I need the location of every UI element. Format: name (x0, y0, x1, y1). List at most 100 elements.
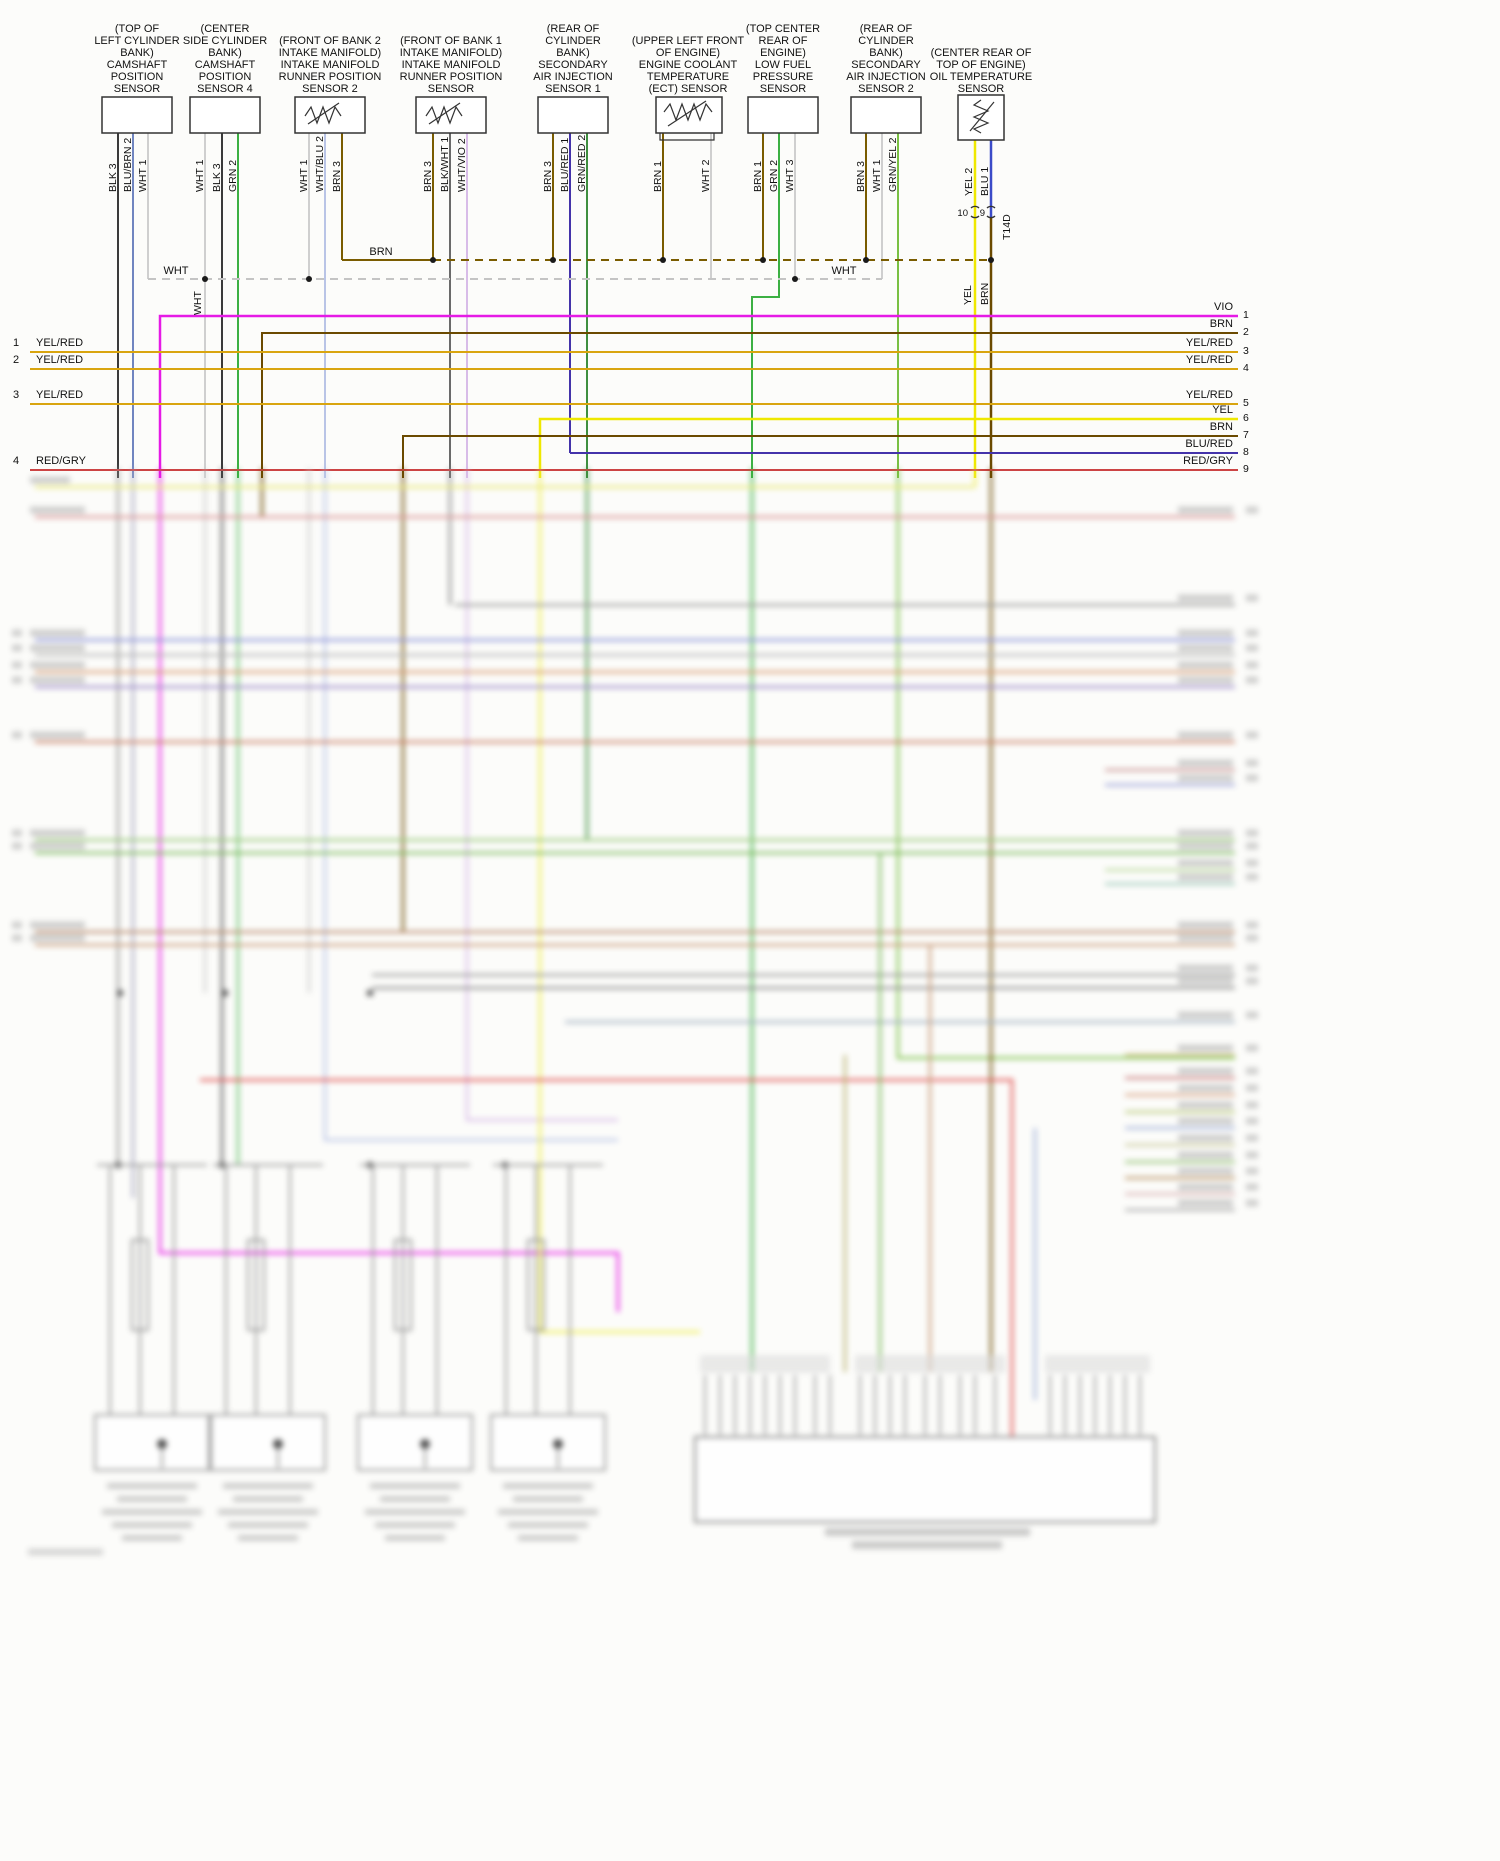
sensor-4-wires (432, 133, 468, 478)
right-rail-num-6: 6 (1243, 412, 1249, 424)
wire-label: YEL 2 (963, 168, 975, 196)
coil-assembly-2 (210, 1164, 326, 1471)
wire-label: BRN 3 (542, 161, 554, 192)
wire-label: WHT 3 (784, 159, 796, 192)
sensor-9-title: (CENTER REAR OF TOP OF ENGINE) OIL TEMPE… (929, 47, 1033, 95)
right-rail-num-9: 9 (1243, 463, 1249, 475)
yel-drop-label: YEL (962, 285, 974, 305)
sensor-5-wires (552, 133, 588, 478)
sensor-4-title: (FRONT OF BANK 1 INTAKE MANIFOLD) INTAKE… (399, 35, 503, 95)
junction-dots (202, 257, 994, 282)
coil-assembly-4 (490, 1164, 606, 1471)
arrow-icon (307, 102, 340, 125)
sensor-6-wires (662, 133, 712, 279)
pin-9-label: 9 (980, 208, 985, 219)
right-rail-label-2: BRN (1209, 318, 1233, 330)
wire (751, 133, 780, 478)
left-rail-num-4: 4 (13, 455, 20, 467)
ecm-connector (694, 1355, 1156, 1523)
sensor-8-wires (865, 133, 899, 478)
wire-label: BRN 1 (752, 161, 764, 192)
illegible-text-blobs (12, 476, 1258, 1556)
wire-label: BLK 3 (107, 163, 119, 192)
right-rail-label-7: BRN (1209, 421, 1233, 433)
wire-label: WHT/VIO 2 (456, 138, 468, 192)
arrow-icon (969, 101, 995, 132)
resistor-icon (304, 105, 342, 125)
wire-label: BRN 3 (331, 161, 343, 192)
right-rail-num-5: 5 (1243, 397, 1249, 409)
arrow-icon (667, 100, 707, 127)
right-rail-num-4: 4 (1243, 362, 1249, 374)
sensor-6-box (655, 96, 723, 134)
wire-label: BLU/RED 1 (559, 138, 571, 192)
connector-t14d-label: T14D (1001, 214, 1013, 240)
wire-label: WHT 1 (298, 159, 310, 192)
sensor-4-box (415, 96, 487, 134)
wht-drop-label: WHT (192, 291, 204, 315)
rail-vio (158, 314, 1238, 478)
sensor-3-box (294, 96, 366, 134)
wire-label: BRN 1 (652, 161, 664, 192)
sensor-8-box (850, 96, 922, 134)
left-rail-label-3: YEL/RED (36, 389, 84, 401)
brn-bus-label: BRN (369, 246, 392, 258)
wire-label: GRN/YEL 2 (887, 137, 899, 192)
right-rail-label-1: VIO (1214, 301, 1233, 313)
wire-label: WHT/BLU 2 (314, 136, 326, 192)
inline-connector-marks (970, 205, 996, 219)
rail-yel-6 (538, 417, 1238, 478)
wire-label: BRN 3 (422, 161, 434, 192)
sensor-3-wires (308, 133, 343, 478)
sensor-5-box (537, 96, 609, 134)
rail-brn-2 (261, 332, 1238, 478)
sensor-2-box (189, 96, 261, 134)
wire-label: WHT 1 (194, 159, 206, 192)
right-rail-num-8: 8 (1243, 446, 1249, 458)
left-rail-label-2: YEL/RED (36, 354, 84, 366)
left-rail-label-1: YEL/RED (36, 337, 84, 349)
resistor-icon (425, 105, 463, 125)
sensor-7-title: (TOP CENTER REAR OF ENGINE) LOW FUEL PRE… (745, 23, 821, 95)
wire-label: BLK/WHT 1 (439, 137, 451, 192)
right-rail-label-3: YEL/RED (1185, 337, 1233, 349)
sensor-symbols (304, 99, 995, 141)
wire-label: BRN 3 (855, 161, 867, 192)
wire-label: WHT 1 (137, 159, 149, 192)
wire-label: WHT 1 (871, 159, 883, 192)
coil-assembly-1 (94, 1164, 210, 1471)
bus-labels: WHT WHT BRN WHT YEL BRN 10 9 T14D (163, 208, 1013, 315)
sensor-8-title: (REAR OF CYLINDER BANK) SECONDARY AIR IN… (846, 23, 926, 95)
pin-10-label: 10 (957, 208, 968, 219)
blurred-wires (35, 468, 1235, 1437)
sensor-1-wires (117, 133, 149, 478)
wire-label: GRN/RED 2 (576, 135, 588, 192)
wire-label: WHT 2 (700, 159, 712, 192)
left-rail-label-4: RED/GRY (36, 455, 86, 467)
sensor-3-title: (FRONT OF BANK 2 INTAKE MANIFOLD) INTAKE… (278, 35, 382, 95)
wire-label: BLK 3 (211, 163, 223, 192)
rail-brn-7 (402, 435, 1238, 478)
sensor-6-title: (UPPER LEFT FRONT OF ENGINE) ENGINE COOL… (631, 35, 745, 95)
resistor-icon (972, 99, 990, 134)
sensor-1-box (101, 96, 173, 134)
sensor-7-wires (751, 133, 796, 478)
wire-label: GRN 2 (768, 160, 780, 192)
right-rail-num-1: 1 (1243, 309, 1249, 321)
right-rail-num-7: 7 (1243, 429, 1249, 441)
resistor-icon (663, 102, 713, 122)
arrow-icon (428, 102, 461, 125)
sensor-5-title: (REAR OF CYLINDER BANK) SECONDARY AIR IN… (533, 23, 613, 95)
left-rail-num-1: 1 (13, 337, 20, 349)
rails (30, 314, 1238, 478)
wire-labels: BLK 3 BLU/BRN 2 WHT 1 WHT 1 BLK 3 GRN 2 … (107, 135, 991, 196)
wire-label: BLU 1 (979, 167, 991, 196)
wht-bus-label-left: WHT (163, 265, 188, 277)
schematic-top-layer: BLK 3 BLU/BRN 2 WHT 1 WHT 1 BLK 3 GRN 2 … (30, 94, 1238, 478)
right-rail-label-4: YEL/RED (1185, 354, 1233, 366)
sensor-2-wires (204, 133, 239, 478)
left-rail-num-2: 2 (13, 354, 20, 366)
brn-drop-label: BRN (979, 283, 991, 305)
